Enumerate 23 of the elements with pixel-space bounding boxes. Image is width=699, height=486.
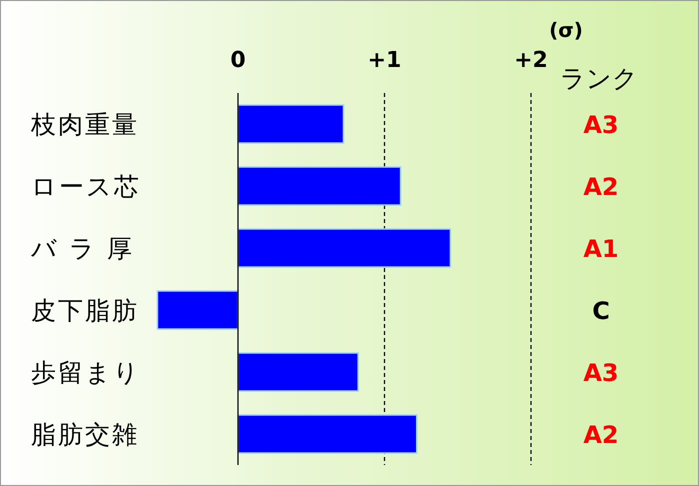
x-tick-label: +1 (368, 48, 402, 73)
text: A3 (583, 359, 619, 387)
x-tick-label: +2 (514, 48, 548, 73)
y-tick-label: 枝肉重量 (30, 110, 139, 139)
text: A3 (583, 111, 619, 139)
x-tick-label: 0 (230, 48, 246, 73)
bar (237, 352, 359, 392)
text: C (592, 297, 610, 325)
bar (237, 414, 418, 454)
bar (237, 104, 344, 144)
y-tick-label: 脂肪交雑 (31, 420, 139, 449)
y-tick-label: 歩留まり (31, 358, 141, 387)
y-tick-label: バ ラ 厚 (30, 234, 134, 263)
x-axis-title: (σ) (549, 18, 583, 42)
text: A2 (583, 421, 619, 449)
text: A1 (583, 235, 619, 263)
bar (156, 290, 239, 330)
text: A2 (583, 173, 619, 201)
y-tick-label: 皮下脂肪 (31, 296, 139, 325)
bar (237, 228, 452, 268)
y-tick-label: ロース芯 (31, 172, 141, 201)
bar (237, 166, 402, 206)
y2-axis-title: ランク (560, 64, 638, 93)
